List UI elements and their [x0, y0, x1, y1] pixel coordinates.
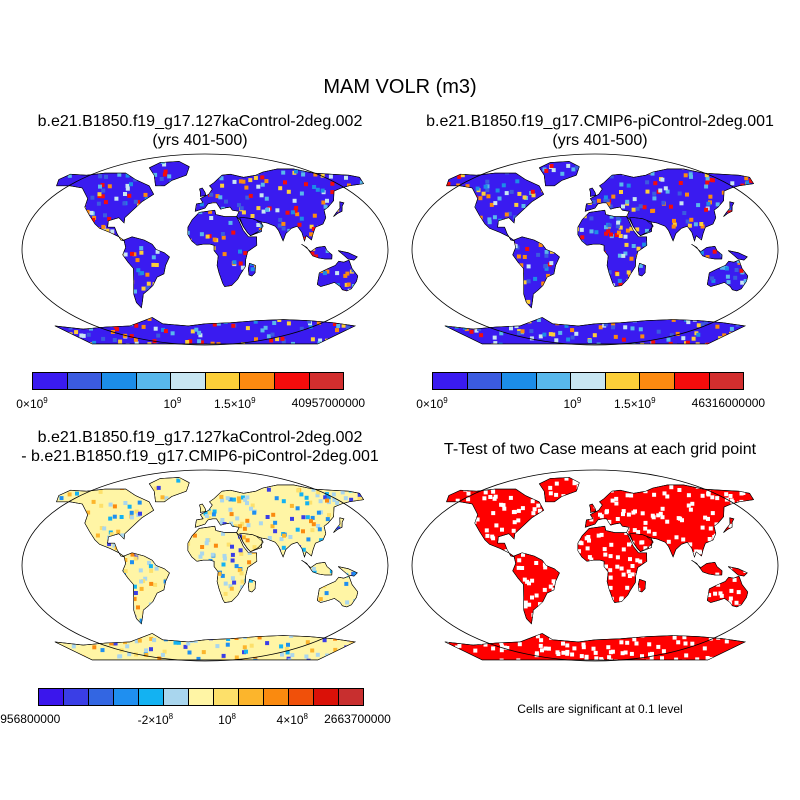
colorbar-swatch — [709, 373, 744, 389]
colorbar-swatch — [289, 689, 314, 705]
colorbar-tick-label: -2×108 — [137, 712, 174, 727]
colorbar-panel-1 — [32, 372, 344, 390]
panel-1-title-line2: (yrs 401-500) — [152, 132, 248, 149]
colorbar-tick-label: 108 — [218, 712, 236, 727]
colorbar-tick-label: 4×108 — [276, 712, 309, 727]
colorbar-swatch — [467, 373, 503, 389]
colorbar-tick-label: 2663700000 — [324, 712, 391, 726]
map-border — [21, 469, 389, 662]
panel-2-title: b.e21.B1850.f19_g17.CMIP6-piControl-2deg… — [400, 112, 800, 150]
colorbar-tick-label: 40957000000 — [291, 396, 366, 410]
colorbar-swatch — [67, 373, 103, 389]
colorbar-swatch — [114, 689, 139, 705]
map-panel-2 — [411, 153, 779, 346]
colorbar-tick-label: 1.5×109 — [214, 396, 256, 411]
map-panel-4 — [411, 469, 779, 662]
colorbar-swatch — [136, 373, 172, 389]
colorbar-swatch — [89, 689, 114, 705]
map-panel-3 — [21, 469, 389, 662]
panel-4-title: T-Test of two Case means at each grid po… — [400, 440, 800, 459]
colorbar-swatch — [64, 689, 89, 705]
colorbar-swatch — [674, 373, 710, 389]
colorbar-tick-label: 109 — [163, 396, 182, 411]
panel-1-title: b.e21.B1850.f19_g17.127kaControl-2deg.00… — [0, 112, 400, 150]
colorbar-swatch — [339, 689, 363, 705]
panel-3-title: b.e21.B1850.f19_g17.127kaControl-2deg.00… — [0, 428, 400, 466]
colorbar-tick-label: 1.5×109 — [614, 396, 656, 411]
colorbar-swatch — [239, 689, 264, 705]
panel-2-title-line2: (yrs 401-500) — [552, 132, 648, 149]
colorbar-tick-label: 46316000000 — [691, 396, 766, 410]
colorbar-swatch — [102, 373, 137, 389]
colorbar-swatch — [640, 373, 675, 389]
colorbar-swatch — [214, 689, 239, 705]
colorbar-swatch — [139, 689, 164, 705]
colorbar-swatch — [433, 373, 468, 389]
main-title: MAM VOLR (m3) — [323, 76, 477, 98]
significance-note: Cells are significant at 0.1 level — [517, 702, 683, 716]
panel-3-title-line1: b.e21.B1850.f19_g17.127kaControl-2deg.00… — [37, 429, 363, 446]
colorbar-swatch — [164, 689, 189, 705]
map-border — [21, 153, 389, 346]
colorbar-swatch — [502, 373, 537, 389]
colorbar-tick-label: 0×109 — [16, 396, 48, 411]
map-panel-1 — [21, 153, 389, 346]
colorbar-swatch — [605, 373, 641, 389]
colorbar-swatch — [240, 373, 275, 389]
colorbar-panel-3 — [38, 688, 364, 706]
panel-2-title-line1: b.e21.B1850.f19_g17.CMIP6-piControl-2deg… — [426, 113, 774, 130]
colorbar-swatch — [39, 689, 64, 705]
colorbar-swatch — [205, 373, 241, 389]
colorbar-tick-label: 109 — [563, 396, 582, 411]
colorbar-swatch — [274, 373, 310, 389]
map-border — [411, 469, 779, 662]
panel-3-title-line2: - b.e21.B1850.f19_g17.CMIP6-piControl-2d… — [21, 448, 379, 465]
colorbar-swatch — [33, 373, 68, 389]
colorbar-panel-2 — [432, 372, 744, 390]
panel-4-title-line1: T-Test of two Case means at each grid po… — [443, 441, 757, 458]
colorbar-swatch — [536, 373, 572, 389]
map-border — [411, 153, 779, 346]
colorbar-swatch — [309, 373, 344, 389]
colorbar-swatch — [189, 689, 214, 705]
colorbar-swatch — [314, 689, 339, 705]
colorbar-swatch — [171, 373, 206, 389]
colorbar-tick-label: 0×109 — [416, 396, 448, 411]
colorbar-swatch — [571, 373, 606, 389]
colorbar-tick-label: -5956800000 — [0, 712, 61, 726]
colorbar-swatch — [264, 689, 289, 705]
panel-1-title-line1: b.e21.B1850.f19_g17.127kaControl-2deg.00… — [37, 113, 363, 130]
